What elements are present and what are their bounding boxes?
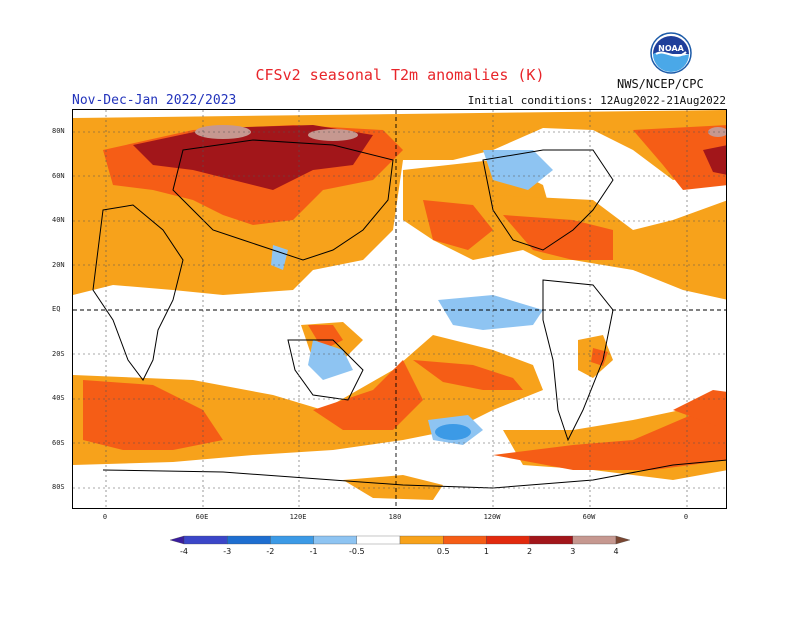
map-title: CFSv2 seasonal T2m anomalies (K) bbox=[255, 66, 545, 84]
colorbar bbox=[170, 535, 630, 545]
season-label: Nov-Dec-Jan 2022/2023 bbox=[72, 93, 237, 108]
colorbar-swatch bbox=[572, 535, 617, 545]
lat-label-60n: 60N bbox=[52, 172, 65, 180]
lon-label-120e: 120E bbox=[289, 513, 307, 521]
cold-anomaly-strong bbox=[435, 424, 471, 440]
colorbar-swatch bbox=[356, 535, 401, 545]
agency-label: NWS/NCEP/CPC bbox=[617, 77, 704, 91]
lon-label-180: 180 bbox=[388, 513, 402, 521]
lat-label-60s: 60S bbox=[52, 439, 65, 447]
colorbar-swatch bbox=[227, 535, 271, 545]
lat-label-40n: 40N bbox=[52, 216, 65, 224]
lon-label-0: 0 bbox=[102, 513, 108, 521]
warm-anomaly-layer-3 bbox=[133, 125, 726, 190]
colorbar-swatch bbox=[183, 535, 228, 545]
colorbar-tick-label: 1 bbox=[483, 547, 489, 556]
colorbar-tick-label: 3 bbox=[570, 547, 576, 556]
cold-anomaly-layer bbox=[271, 150, 553, 445]
lat-label-20n: 20N bbox=[52, 261, 65, 269]
anomaly-map bbox=[72, 109, 727, 509]
lon-label-60w: 60W bbox=[582, 513, 596, 521]
colorbar-swatch bbox=[399, 535, 444, 545]
colorbar-tick-label: 4 bbox=[613, 547, 619, 556]
colorbar-tick-label: -3 bbox=[223, 547, 232, 556]
reference-lines bbox=[73, 110, 726, 508]
colorbar-tick-label: 2 bbox=[527, 547, 533, 556]
lat-label-80s: 80S bbox=[52, 483, 65, 491]
lat-label-80n: 80N bbox=[52, 127, 65, 135]
lat-label-20s: 20S bbox=[52, 350, 65, 358]
svg-text:NOAA: NOAA bbox=[658, 44, 684, 53]
colorbar-swatch bbox=[443, 535, 487, 545]
colorbar-tick-label: -0.5 bbox=[348, 547, 365, 556]
colorbar-swatch bbox=[486, 535, 530, 545]
colorbar-swatch bbox=[615, 535, 630, 545]
grid-lines bbox=[73, 110, 726, 508]
lon-label-60e: 60E bbox=[195, 513, 209, 521]
lon-label-0-east: 0 bbox=[683, 513, 689, 521]
colorbar-swatch bbox=[270, 535, 314, 545]
colorbar-tick-label: -1 bbox=[309, 547, 318, 556]
colorbar-tick-label: -2 bbox=[266, 547, 275, 556]
map-canvas bbox=[73, 110, 726, 508]
lat-label-eq: EQ bbox=[52, 305, 61, 313]
coastlines bbox=[92, 139, 726, 489]
colorbar-tick-label: 0.5 bbox=[436, 547, 450, 556]
colorbar-swatch bbox=[170, 535, 185, 545]
noaa-logo: NOAA bbox=[650, 32, 692, 74]
lat-label-40s: 40S bbox=[52, 394, 65, 402]
lon-label-120w: 120W bbox=[483, 513, 501, 521]
colorbar-swatch bbox=[313, 535, 357, 545]
colorbar-tick-label: -4 bbox=[180, 547, 188, 556]
colorbar-swatch bbox=[529, 535, 573, 545]
initial-conditions: Initial conditions: 12Aug2022-21Aug2022 bbox=[467, 94, 726, 107]
